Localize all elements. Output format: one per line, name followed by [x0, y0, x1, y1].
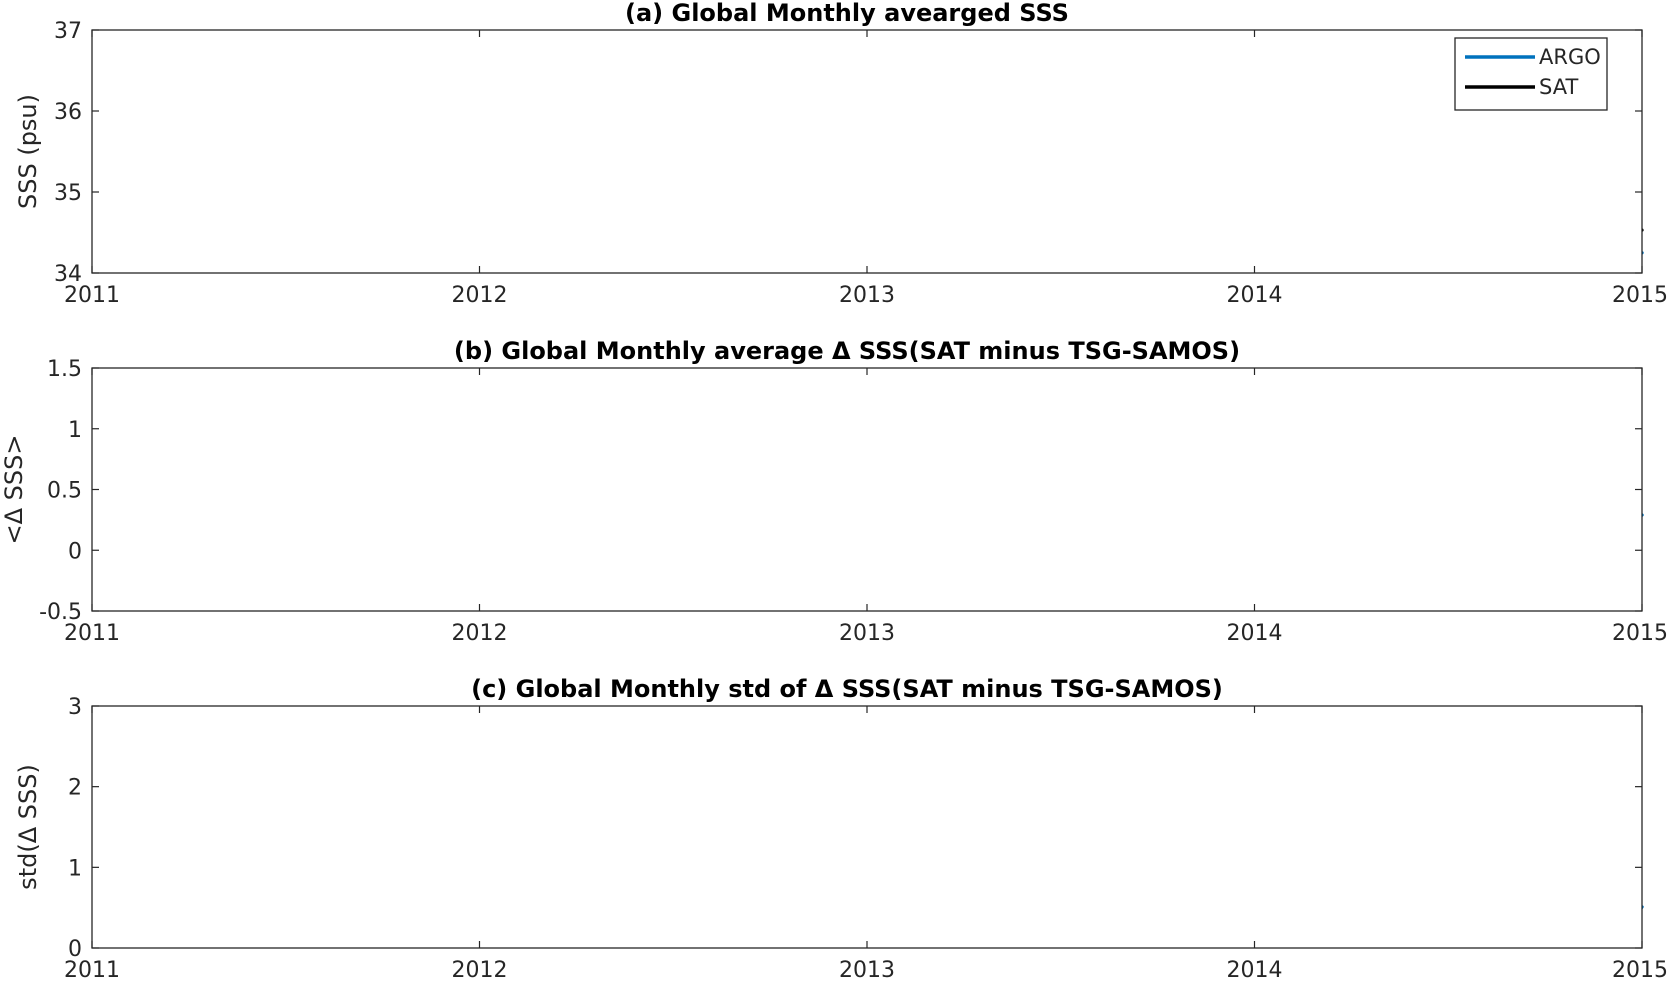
- y-tick-label: 0.5: [47, 479, 82, 504]
- x-tick-label: 2013: [839, 621, 895, 646]
- y-tick-label: 35: [54, 181, 82, 206]
- x-tick-label: 2011: [64, 283, 120, 308]
- x-tick-label: 2011: [64, 621, 120, 646]
- y-axis-label: <Δ SSS>: [0, 435, 28, 545]
- legend: ARGO SAT: [1454, 37, 1608, 111]
- y-tick-label: 36: [54, 100, 82, 125]
- y-tick-label: -0.5: [39, 600, 82, 625]
- panel-a: 2011 2012 2013 2014 2015 34 35 36 37 (a) Global M…: [14, 0, 1668, 308]
- axes-frame: [91, 705, 1643, 949]
- y-tick-label: 1.5: [47, 357, 82, 382]
- x-tick-label: 2014: [1227, 958, 1283, 982]
- x-tick-label: 2015: [1612, 958, 1668, 982]
- chart-title: (b) Global Monthly average Δ SSS(SAT min…: [454, 337, 1240, 365]
- legend-box: [1454, 37, 1608, 111]
- y-tick-label: 2: [68, 776, 82, 801]
- x-tick-label: 2011: [64, 958, 120, 982]
- panel-b: 2011 2012 2013 2014 2015 -0.5 0 0.5 1 1.5 (b) Glob…: [0, 337, 1668, 646]
- y-axis-label: std(Δ SSS): [14, 764, 42, 890]
- y-tick-label: 0: [68, 937, 82, 962]
- y-tick-label: 1: [68, 856, 82, 881]
- legend-label-sat: SAT: [1539, 75, 1578, 99]
- x-tick-label: 2014: [1227, 621, 1283, 646]
- axes-frame: [91, 367, 1643, 612]
- y-axis-label: SSS (psu): [14, 94, 42, 209]
- x-tick-label: 2015: [1612, 283, 1668, 308]
- y-tick-label: 1: [68, 418, 82, 443]
- x-tick-label: 2012: [452, 621, 508, 646]
- x-tick-label: 2013: [839, 958, 895, 982]
- x-tick-label: 2012: [452, 283, 508, 308]
- x-tick-label: 2014: [1227, 283, 1283, 308]
- x-tick-label: 2015: [1612, 621, 1668, 646]
- x-tick-label: 2012: [452, 958, 508, 982]
- chart-title: (c) Global Monthly std of Δ SSS(SAT minu…: [471, 675, 1223, 703]
- x-tick-label: 2013: [839, 283, 895, 308]
- y-tick-label: 34: [54, 262, 82, 287]
- chart-title: (a) Global Monthly avearged SSS: [625, 0, 1069, 27]
- axes-frame: [91, 29, 1643, 274]
- y-tick-label: 37: [54, 19, 82, 44]
- y-tick-label: 3: [68, 695, 82, 720]
- panel-c: 2011 2012 2013 2014 2015 0 1 2 3 (c) Global Month…: [14, 675, 1668, 982]
- legend-label-argo: ARGO: [1539, 45, 1601, 69]
- y-tick-label: 0: [68, 539, 82, 564]
